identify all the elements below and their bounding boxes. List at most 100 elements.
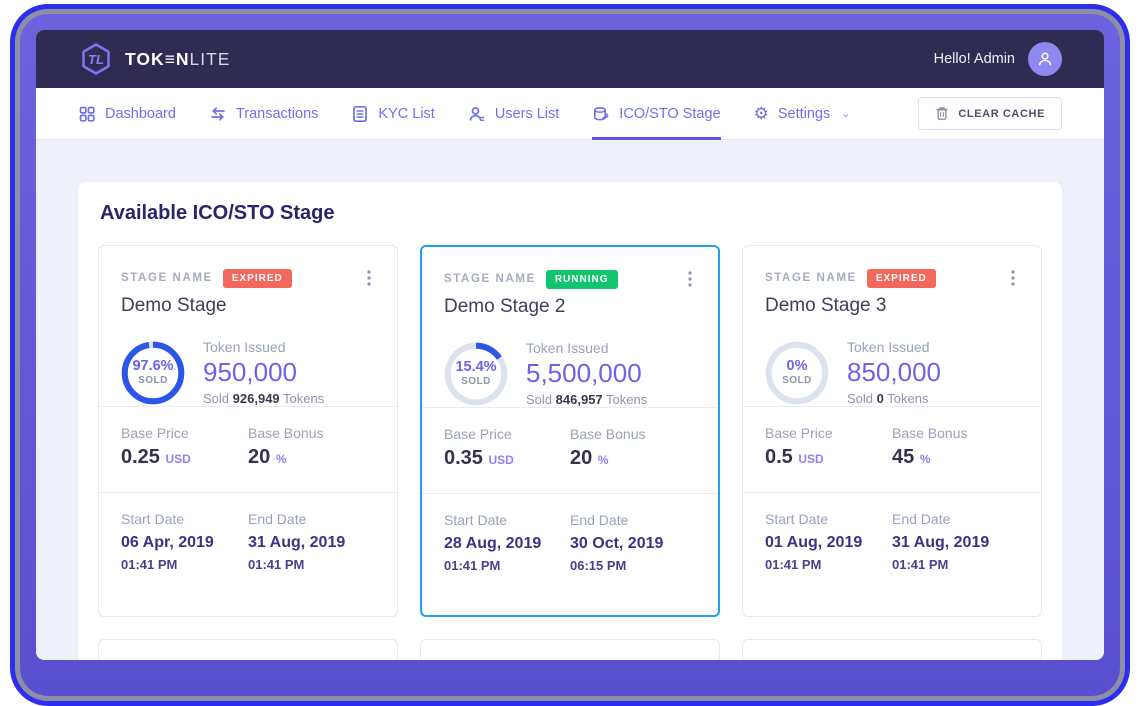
base-bonus-label: Base Bonus — [570, 426, 646, 442]
sold-tokens-count: 0 — [876, 391, 884, 406]
main-nav: Dashboard Transactions — [36, 88, 1104, 140]
sold-donut-chart: 0% SOLD — [765, 341, 829, 405]
base-bonus-value: 20 % — [570, 447, 609, 469]
nav-item-ico-sto-stage[interactable]: ICO/STO Stage — [592, 88, 721, 140]
nav-label: Users List — [494, 105, 560, 122]
nav-label: Transactions — [235, 105, 319, 122]
end-date-label: End Date — [892, 511, 951, 527]
base-price-label: Base Price — [444, 426, 512, 442]
greeting-text: Hello! Admin — [933, 51, 1015, 67]
chevron-down-icon: ⌄ — [841, 108, 851, 120]
sold-word: SOLD — [461, 376, 491, 388]
token-issued-label: Token Issued — [203, 339, 286, 355]
coin-stack-icon — [594, 106, 609, 121]
kebab-menu-icon[interactable] — [684, 269, 696, 289]
svg-text:TL: TL — [88, 52, 104, 67]
stage-name-label: STAGE NAME — [444, 273, 536, 285]
stage-card-demo-stage-3: STAGE NAME EXPIRED Demo Stage 3 — [742, 245, 1042, 617]
nav-label: ICO/STO Stage — [619, 105, 721, 122]
token-issued-value: 850,000 — [847, 357, 941, 387]
base-bonus-unit: % — [597, 453, 609, 467]
nav-label: KYC List — [378, 105, 435, 122]
page-title: Available ICO/STO Stage — [100, 202, 335, 224]
token-issued-label: Token Issued — [526, 340, 609, 356]
second-row-cards — [98, 639, 1042, 660]
sold-donut-chart: 15.4% SOLD — [444, 342, 508, 406]
nav-item-transactions[interactable]: Transactions — [209, 88, 318, 139]
base-price-unit: USD — [488, 453, 514, 467]
list-document-icon — [353, 105, 368, 122]
sold-percent: 0% — [786, 358, 808, 375]
stage-title: Demo Stage — [121, 295, 227, 316]
stage-card-demo-stage-2: STAGE NAME RUNNING Demo Stage 2 — [420, 245, 720, 617]
base-price-unit: USD — [798, 452, 824, 466]
brand-name-light: LITE — [189, 48, 231, 69]
nav-label: Dashboard — [105, 105, 176, 122]
stage-card-partial — [98, 639, 398, 660]
app-window: TL TOK≡NLITE Hello! Admin — [36, 30, 1104, 660]
sold-tokens-line: Sold 846,957 Tokens — [526, 392, 648, 407]
kebab-menu-icon[interactable] — [1007, 268, 1019, 288]
sold-percent: 97.6% — [132, 358, 174, 375]
token-issued-value: 950,000 — [203, 357, 297, 387]
stage-name-label: STAGE NAME — [121, 272, 213, 284]
price-section: Base Price 0.5 USD Base Bonus 45 % — [743, 406, 1041, 492]
price-section: Base Price 0.25 USD Base Bonus 20 % — [99, 406, 397, 492]
status-badge: RUNNING — [545, 269, 618, 289]
start-date-label: Start Date — [121, 511, 185, 527]
sold-tokens-count: 926,949 — [232, 391, 280, 406]
date-section: Start Date 01 Aug, 2019 01:41 PM End Dat… — [743, 492, 1041, 594]
transfer-arrows-icon — [211, 106, 225, 121]
token-issued-block: Token Issued 5,500,000 Sold 846,957 Toke… — [526, 340, 647, 407]
dashboard-grid-icon — [79, 106, 95, 122]
token-issued-block: Token Issued 950,000 Sold 926,949 Tokens — [203, 339, 324, 406]
brand-name-bold: TOK≡N — [125, 48, 190, 69]
date-section: Start Date 28 Aug, 2019 01:41 PM End Dat… — [422, 493, 718, 595]
base-price-value: 0.5 USD — [765, 446, 824, 468]
clear-cache-button[interactable]: CLEAR CACHE — [918, 97, 1062, 130]
base-bonus-value: 45 % — [892, 446, 931, 468]
stage-title: Demo Stage 2 — [444, 296, 566, 317]
base-price-unit: USD — [165, 452, 191, 466]
sold-donut-chart: 97.6% SOLD — [121, 341, 185, 405]
base-bonus-value: 20 % — [248, 446, 287, 468]
kebab-menu-icon[interactable] — [363, 268, 375, 288]
end-date-value: 31 Aug, 2019 01:41 PM — [892, 534, 990, 572]
token-issued-block: Token Issued 850,000 Sold 0 Tokens — [847, 339, 941, 406]
nav-item-kyc-list[interactable]: KYC List — [351, 88, 435, 139]
start-date-value: 28 Aug, 2019 01:41 PM — [444, 535, 542, 573]
brand-logo: TL TOK≡NLITE — [78, 41, 230, 77]
start-date-value: 01 Aug, 2019 01:41 PM — [765, 534, 863, 572]
gear-icon: ⚙ — [753, 104, 769, 123]
nav-item-settings[interactable]: ⚙ Settings ⌄ — [754, 88, 851, 139]
stage-card-demo-stage: STAGE NAME EXPIRED Demo Stage — [98, 245, 398, 617]
stage-title: Demo Stage 3 — [765, 295, 887, 316]
brand-name: TOK≡NLITE — [125, 49, 230, 70]
end-date-label: End Date — [248, 511, 307, 527]
base-price-value: 0.25 USD — [121, 446, 191, 468]
date-section: Start Date 06 Apr, 2019 01:41 PM End Dat… — [99, 492, 397, 594]
base-bonus-unit: % — [275, 452, 287, 466]
purple-glow-frame: TL TOK≡NLITE Hello! Admin — [20, 14, 1120, 696]
sold-word: SOLD — [138, 375, 168, 387]
sold-percent: 15.4% — [455, 359, 497, 376]
sold-tokens-count: 846,957 — [555, 392, 603, 407]
price-section: Base Price 0.35 USD Base Bonus 20 % — [422, 407, 718, 493]
start-date-value: 06 Apr, 2019 01:41 PM — [121, 534, 214, 572]
trash-icon — [936, 107, 949, 120]
end-date-label: End Date — [570, 512, 629, 528]
nav-item-dashboard[interactable]: Dashboard — [78, 88, 176, 139]
base-bonus-label: Base Bonus — [892, 425, 968, 441]
sold-word: SOLD — [782, 375, 812, 387]
start-date-label: Start Date — [765, 511, 829, 527]
status-badge: EXPIRED — [866, 268, 936, 288]
user-avatar[interactable] — [1028, 42, 1062, 76]
stages-panel: Available ICO/STO Stage STAGE NAME EXPIR… — [78, 182, 1062, 660]
stage-name-label: STAGE NAME — [765, 272, 857, 284]
nav-item-users-list[interactable]: Users List — [468, 88, 559, 139]
end-date-value: 30 Oct, 2019 06:15 PM — [570, 535, 664, 573]
base-price-label: Base Price — [121, 425, 189, 441]
base-bonus-label: Base Bonus — [248, 425, 324, 441]
stage-cards-grid: STAGE NAME EXPIRED Demo Stage — [98, 245, 1042, 617]
